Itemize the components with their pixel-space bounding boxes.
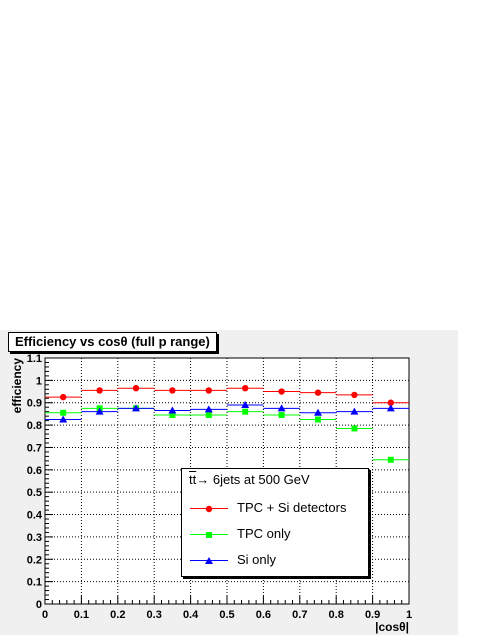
y-tick-label: 0.5 (27, 487, 42, 499)
legend-marker (205, 505, 213, 513)
y-tick-label: 0.1 (27, 577, 42, 589)
data-point (387, 399, 394, 406)
x-tick-label: 0.9 (365, 609, 380, 621)
data-point (386, 404, 395, 412)
data-point (350, 407, 359, 415)
data-point (387, 456, 394, 463)
x-tick-label: 0 (42, 609, 48, 621)
x-tick-label: 0.7 (292, 609, 307, 621)
legend-label: TPC + Si detectors (237, 500, 347, 515)
y-tick-label: 0.8 (27, 420, 42, 432)
data-point (277, 404, 286, 412)
data-point (60, 409, 67, 416)
data-point (96, 387, 103, 394)
data-point (241, 400, 250, 408)
legend-entry: TPC + Si detectors (182, 499, 368, 519)
y-tick-label: 0.2 (27, 554, 42, 566)
x-tick-label: 0.5 (219, 609, 234, 621)
data-point (314, 408, 322, 416)
legend-entry: Si only (182, 551, 368, 571)
legend-marker (205, 557, 213, 564)
series-circle (45, 384, 409, 406)
data-point (278, 412, 285, 419)
legend-title-rest: → 6jets at 500 GeV (196, 472, 310, 487)
data-point (204, 405, 213, 413)
legend-title: tt→ 6jets at 500 GeV (189, 472, 310, 487)
legend-marker-shape (205, 557, 213, 564)
legend-entry: TPC only (182, 525, 368, 545)
series-layer (45, 384, 409, 463)
y-tick-label: 0.6 (27, 465, 42, 477)
data-point (60, 393, 67, 401)
y-tick-label: 0.9 (27, 398, 42, 410)
data-point (169, 387, 176, 394)
x-tick-label: 0.8 (329, 609, 344, 621)
y-tick-label: 1.1 (27, 353, 42, 365)
data-point (242, 408, 249, 415)
data-point (351, 425, 358, 432)
data-point (95, 407, 104, 415)
legend: tt→ 6jets at 500 GeV TPC + Si detectors T… (181, 468, 369, 577)
chart-title: Efficiency vs cosθ (full p range) (8, 332, 217, 352)
y-tick-label: 0.4 (27, 510, 43, 522)
x-tick-label: 0.2 (110, 609, 125, 621)
data-point (314, 389, 322, 396)
legend-label: Si only (237, 552, 277, 567)
y-tick-label: 1 (36, 375, 42, 387)
legend-label: TPC only (237, 526, 291, 541)
data-point (59, 415, 68, 423)
data-point (132, 404, 140, 412)
y-tick-label: 0 (36, 599, 42, 611)
x-tick-label: 0.3 (147, 609, 162, 621)
x-tick-label: 0.1 (74, 609, 89, 621)
data-point (315, 416, 321, 423)
data-point (205, 412, 212, 419)
data-point (242, 384, 249, 392)
legend-marker-shape (206, 532, 212, 538)
legend-title-tt: tt (189, 472, 197, 487)
series-triangle (45, 400, 409, 423)
data-point (169, 412, 176, 419)
x-axis-label: |cosθ| (375, 620, 409, 634)
data-point (205, 387, 212, 394)
legend-marker (206, 532, 212, 538)
y-axis-label: efficiency (10, 358, 24, 414)
data-point (278, 388, 285, 395)
legend-marker-shape (205, 505, 213, 513)
x-tick-label: 1 (406, 609, 412, 621)
axis-ticks: 0 0.1 0.2 0.3 0.4 0.5 0.6 0.7 0.8 0.9 1 0 0.1 0.2 0.3 0… (27, 353, 412, 621)
data-point (351, 391, 358, 399)
y-tick-label: 0.3 (27, 532, 42, 544)
data-point (132, 384, 140, 392)
data-point (168, 406, 177, 414)
x-tick-label: 0.4 (183, 609, 199, 621)
y-tick-label: 0.7 (27, 442, 42, 454)
x-tick-label: 0.6 (256, 609, 271, 621)
